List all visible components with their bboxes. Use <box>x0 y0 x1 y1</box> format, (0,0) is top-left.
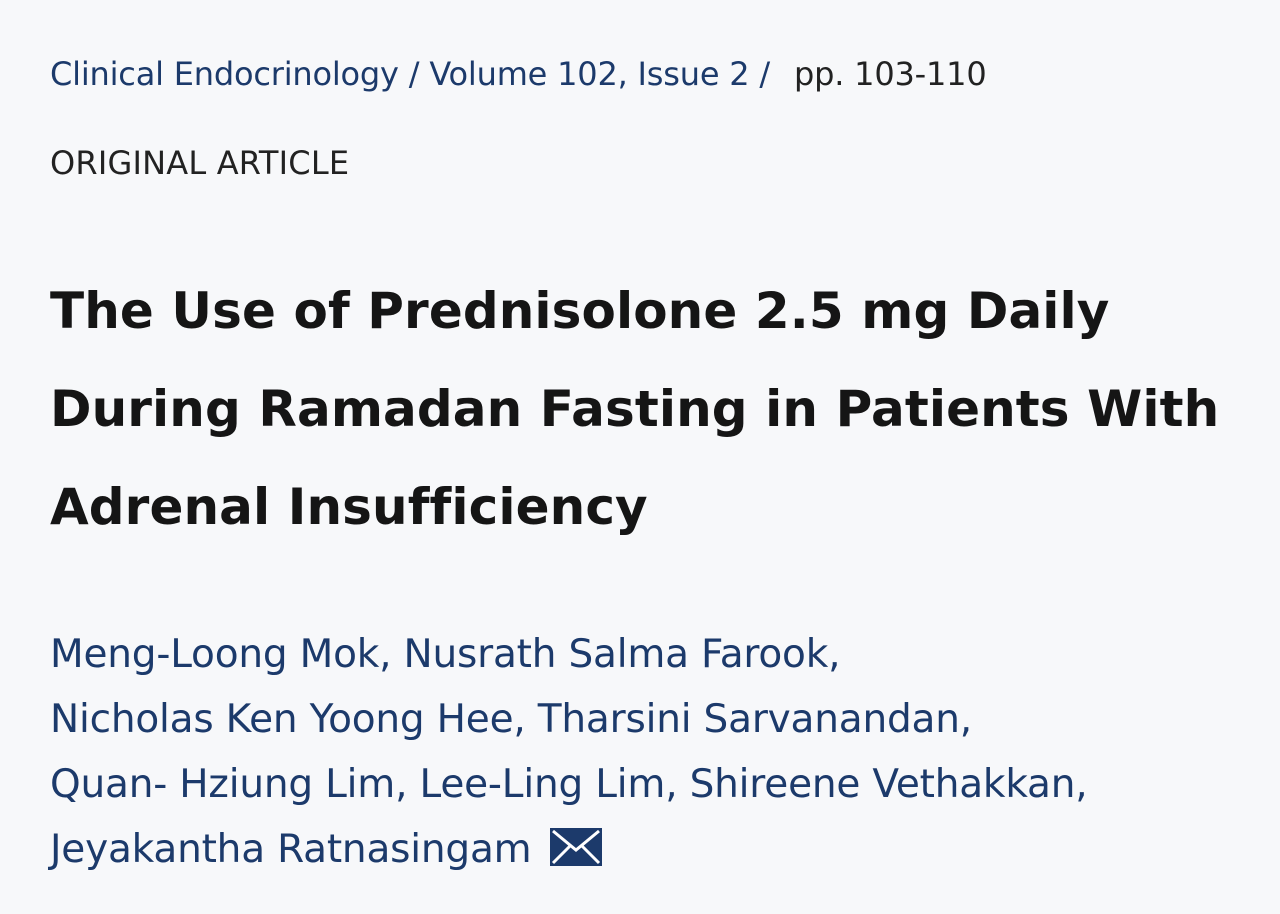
author-link[interactable]: Nicholas Ken Yoong Hee <box>50 697 514 742</box>
author-link[interactable]: Shireene Vethakkan <box>689 762 1076 807</box>
title-line: Adrenal Insufficiency <box>50 478 648 536</box>
author-separator: , <box>665 762 678 807</box>
author-link[interactable]: Nusrath Salma Farook <box>403 632 829 677</box>
author-line: Quan- Hziung Lim, Lee-Ling Lim, Shireene… <box>50 752 1260 817</box>
author-link[interactable]: Jeyakantha Ratnasingam <box>50 827 532 872</box>
author-separator: , <box>828 632 841 677</box>
author-separator: , <box>395 762 408 807</box>
author-separator: , <box>379 632 392 677</box>
breadcrumb-separator: / <box>408 55 420 93</box>
author-line: Jeyakantha Ratnasingam <box>50 817 1260 886</box>
journal-link[interactable]: Clinical Endocrinology <box>50 55 399 93</box>
page-range: pp. 103-110 <box>794 55 987 93</box>
author-link[interactable]: Lee-Ling Lim <box>419 762 666 807</box>
title-line: During Ramadan Fasting in Patients With <box>50 380 1220 438</box>
title-line: The Use of Prednisolone 2.5 mg Daily <box>50 282 1110 340</box>
author-separator: , <box>1075 762 1088 807</box>
author-separator: , <box>513 697 526 742</box>
author-separator: , <box>959 697 972 742</box>
article-type-label: ORIGINAL ARTICLE <box>50 144 350 182</box>
author-line: Nicholas Ken Yoong Hee, Tharsini Sarvana… <box>50 687 1260 752</box>
author-line: Meng-Loong Mok, Nusrath Salma Farook, <box>50 622 1260 687</box>
mail-icon[interactable] <box>549 821 602 886</box>
article-title: The Use of Prednisolone 2.5 mg Daily Dur… <box>50 262 1250 556</box>
breadcrumb: Clinical Endocrinology / Volume 102, Iss… <box>50 52 987 96</box>
author-link[interactable]: Quan- Hziung Lim <box>50 762 396 807</box>
author-link[interactable]: Meng-Loong Mok <box>50 632 380 677</box>
author-list: Meng-Loong Mok, Nusrath Salma Farook, Ni… <box>50 622 1260 886</box>
author-link[interactable]: Tharsini Sarvanandan <box>537 697 960 742</box>
volume-issue-link[interactable]: Volume 102, Issue 2 <box>429 55 750 93</box>
breadcrumb-separator: / <box>759 55 771 93</box>
